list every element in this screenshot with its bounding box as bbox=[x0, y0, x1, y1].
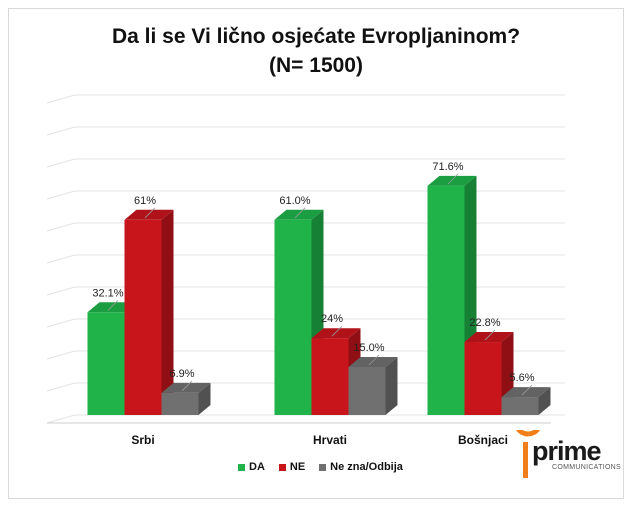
bar-top bbox=[427, 175, 477, 186]
label-leader bbox=[181, 380, 193, 392]
bar bbox=[311, 338, 349, 415]
label-leader bbox=[144, 207, 156, 219]
bar bbox=[124, 219, 162, 415]
bar bbox=[274, 219, 312, 415]
side-gridline bbox=[46, 94, 76, 104]
label-leader bbox=[331, 325, 343, 337]
bar-top bbox=[161, 382, 211, 393]
side-gridline bbox=[46, 414, 76, 424]
legend-item-ne-zna: Ne zna/Odbija bbox=[319, 461, 403, 473]
data-label: 61% bbox=[134, 195, 156, 207]
logo-subtitle: COMMUNICATIONS bbox=[552, 464, 622, 471]
bar-side bbox=[538, 387, 551, 415]
prime-logo-mark-icon bbox=[516, 430, 541, 478]
data-label: 15.0% bbox=[353, 342, 384, 354]
bar-top bbox=[274, 209, 324, 220]
label-leader bbox=[294, 207, 306, 219]
bar bbox=[87, 312, 125, 415]
data-label: 24% bbox=[321, 313, 343, 325]
legend-label-da: DA bbox=[249, 461, 265, 473]
chart-title-block: Da li se Vi lično osjećate Evropljaninom… bbox=[0, 22, 632, 80]
side-gridline bbox=[46, 350, 76, 360]
legend-label-ne: NE bbox=[289, 461, 306, 473]
side-gridline bbox=[46, 126, 76, 136]
data-label: 71.6% bbox=[432, 161, 463, 173]
bar-top bbox=[464, 332, 514, 343]
label-leader bbox=[484, 329, 496, 341]
bar-top bbox=[87, 302, 137, 313]
data-label: 5.6% bbox=[509, 372, 534, 384]
legend-label-ne-zna: Ne zna/Odbija bbox=[330, 461, 403, 473]
bar bbox=[427, 185, 465, 415]
side-gridline bbox=[46, 222, 76, 232]
bar-side bbox=[198, 382, 211, 415]
category-label: Bošnjaci bbox=[458, 433, 508, 447]
data-label: 6.9% bbox=[169, 368, 194, 380]
bar-top bbox=[311, 328, 361, 339]
side-gridline bbox=[46, 190, 76, 200]
bar-top bbox=[348, 357, 398, 367]
bar-top bbox=[501, 387, 551, 398]
legend: DA NE Ne zna/Odbija bbox=[238, 459, 403, 475]
bar bbox=[161, 392, 199, 415]
side-gridline bbox=[46, 382, 76, 392]
bar-top bbox=[124, 209, 174, 220]
data-label: 61.0% bbox=[279, 195, 310, 207]
category-label: Srbi bbox=[131, 433, 154, 447]
data-label: 22.8% bbox=[469, 317, 500, 329]
bars bbox=[87, 175, 551, 415]
side-gridline bbox=[46, 254, 76, 264]
label-leader bbox=[368, 354, 380, 366]
label-leader bbox=[107, 299, 119, 311]
chart-subtitle: (N= 1500) bbox=[269, 54, 363, 77]
legend-item-ne: NE bbox=[278, 461, 306, 473]
category-label: Hrvati bbox=[313, 433, 347, 447]
bar bbox=[348, 367, 386, 415]
legend-item-da: DA bbox=[238, 461, 265, 473]
bar bbox=[464, 342, 502, 415]
label-leader bbox=[521, 384, 533, 396]
chart-title: Da li se Vi lično osjećate Evropljaninom… bbox=[111, 25, 521, 48]
bar-side bbox=[385, 357, 398, 415]
side-gridline bbox=[46, 318, 76, 328]
bar bbox=[501, 397, 539, 415]
bar-side bbox=[161, 209, 174, 415]
side-gridline bbox=[46, 286, 76, 296]
label-leader bbox=[447, 173, 459, 185]
data-label: 32.1% bbox=[92, 287, 123, 299]
legend-swatch-da bbox=[238, 463, 245, 471]
side-gridline bbox=[46, 158, 76, 168]
logo-word: prime bbox=[532, 436, 602, 466]
labels: 32.1% 61% 6.9% Srbi 61.0% 24% 15.0% Hrvati 71.6%… bbox=[92, 161, 534, 447]
legend-swatch-ne-zna bbox=[319, 463, 327, 471]
prime-logo: prime COMMUNICATIONS bbox=[512, 430, 621, 482]
legend-swatch-ne bbox=[278, 463, 286, 471]
